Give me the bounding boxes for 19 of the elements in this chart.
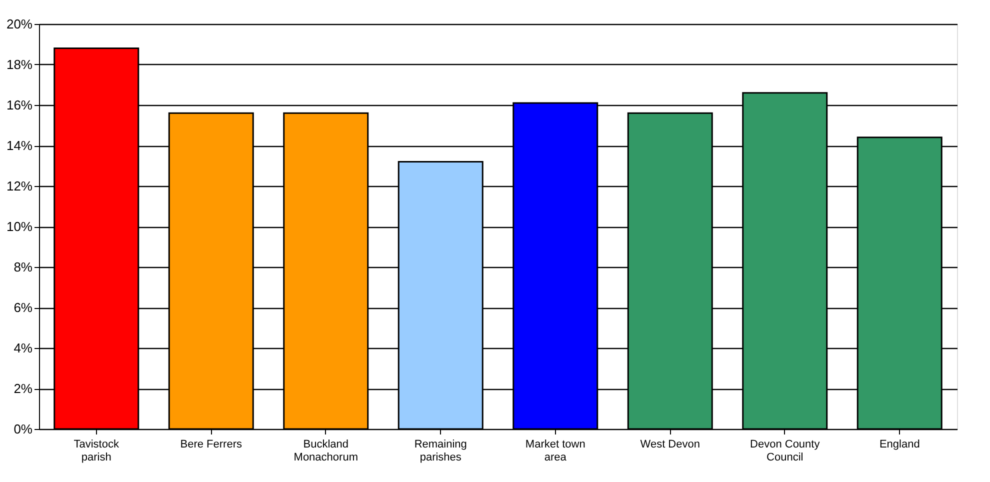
y-tick-label: 14%	[6, 138, 33, 153]
y-tick-label: 6%	[14, 300, 33, 315]
y-tick-label: 18%	[6, 57, 33, 72]
x-tick-label: Devon County Council	[750, 438, 820, 464]
x-tick-label: Bere Ferrers	[180, 438, 242, 450]
x-tick-label: West Devon	[640, 438, 700, 450]
x-tick-label: Remaining parishes	[414, 438, 467, 464]
x-tick-label: England	[879, 438, 920, 450]
x-tick-label: Buckland Monachorum	[294, 438, 358, 464]
y-tick-label: 8%	[14, 260, 33, 274]
x-tick-label: Market town area	[525, 438, 586, 464]
x-tick-label: Tavistock parish	[74, 438, 120, 464]
y-tick-label: 4%	[14, 340, 33, 356]
y-tick-label: 10%	[6, 219, 33, 234]
y-tick-label: 12%	[6, 178, 33, 194]
y-tick-label: 0%	[14, 422, 33, 436]
y-tick-label: 16%	[6, 98, 33, 112]
y-tick-label: 20%	[6, 16, 33, 32]
y-tick-label: 2%	[14, 381, 33, 396]
